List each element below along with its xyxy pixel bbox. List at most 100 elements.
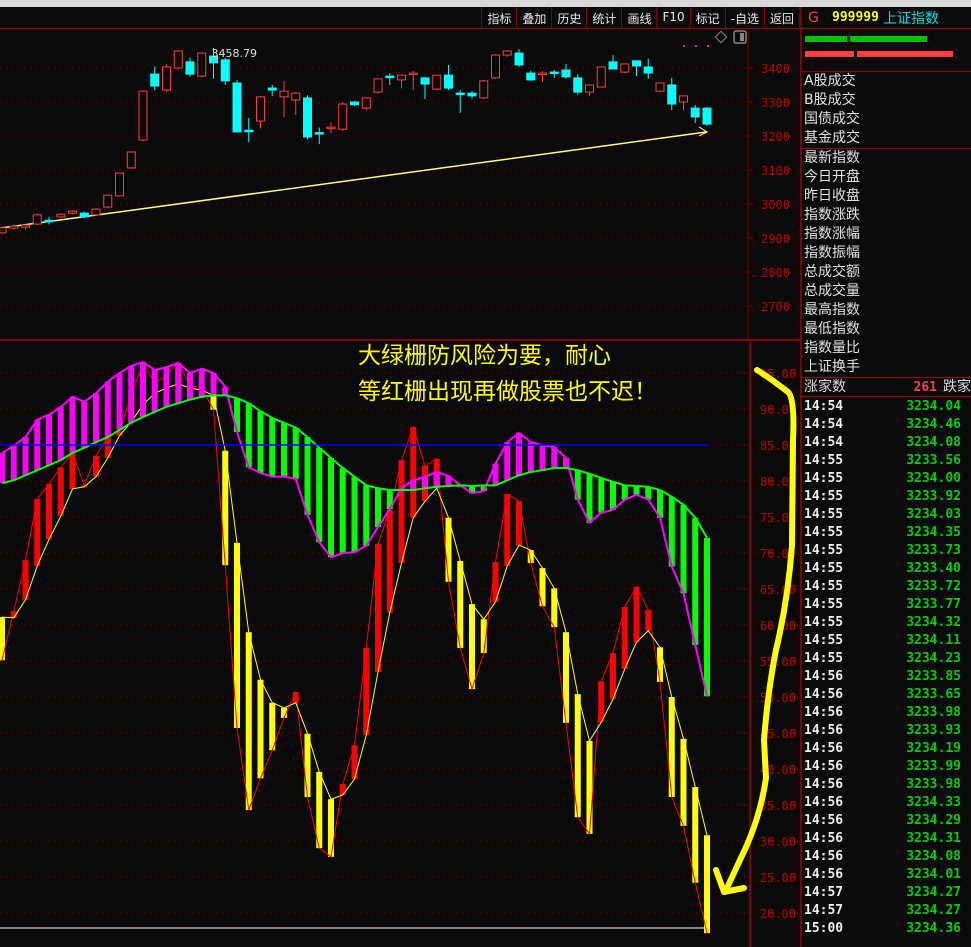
tick-time: 14:56 (804, 687, 844, 702)
kd-bar-red (57, 467, 64, 517)
band-bar-magenta (104, 381, 111, 438)
kd-bar-red (492, 562, 499, 602)
kd-bar-red (610, 653, 616, 700)
kd-bar-yellow (445, 517, 452, 582)
toolbar-tab[interactable]: 返回 (765, 7, 800, 28)
kd-bar-red (93, 455, 99, 477)
tick-price: 3234.01 (906, 867, 961, 882)
band-bar-magenta (69, 396, 76, 453)
indicator-tick-label: 70.00 (760, 547, 796, 561)
window-title-strip (0, 0, 971, 7)
band-bar-green (339, 468, 346, 553)
tick-price: 3234.00 (906, 471, 961, 486)
tick-row: 14:57 3234.27 (802, 884, 971, 902)
toolbar-tab[interactable]: F10 (657, 7, 691, 28)
candle (79, 211, 89, 219)
kd-bar-red (598, 681, 605, 723)
kd-bar-red (34, 499, 41, 566)
red-bar-2 (857, 51, 953, 57)
band-bar-green (386, 490, 393, 510)
toolbar-tab[interactable]: 统计 (587, 7, 623, 28)
band-bar-green (234, 398, 240, 433)
band-bar-green (363, 485, 370, 546)
band-bar-green (704, 537, 710, 697)
tick-price: 3233.85 (906, 669, 961, 684)
candle (0, 226, 7, 234)
kd-bar-yellow (704, 835, 710, 934)
tick-row: 14:55 3233.72 (802, 578, 971, 596)
candle-body (538, 72, 547, 76)
band-bar-magenta (187, 373, 193, 400)
tick-time: 14:56 (804, 777, 844, 792)
band-bar-green (692, 517, 699, 646)
red-bar-1 (805, 51, 854, 57)
candle-body (79, 212, 89, 218)
band-bar-magenta (210, 373, 217, 396)
indicator-tick-label: 45.00 (760, 727, 796, 741)
candle (455, 90, 465, 113)
candle-body (91, 208, 101, 216)
kd-bar-yellow (234, 542, 240, 728)
price-tick-label: 2800 (761, 266, 790, 280)
toolbar-tab[interactable]: 叠加 (517, 7, 553, 28)
band-bar-magenta (116, 373, 123, 430)
tick-price: 3234.32 (906, 615, 961, 630)
kd-bar-red (351, 745, 358, 780)
kd-bar-red (633, 586, 640, 643)
band-bar-magenta (551, 447, 558, 469)
band-bar-green (269, 418, 276, 477)
candle-body (444, 74, 453, 89)
kd-bar-red (69, 452, 76, 489)
tick-price: 3234.35 (906, 525, 961, 540)
indicator-tick-label: 30.00 (760, 835, 796, 849)
candle (209, 48, 218, 79)
stat-label: 指数振幅 (804, 245, 860, 261)
candle-body (526, 72, 536, 81)
tick-time: 14:56 (804, 741, 844, 756)
indicator-tick-label: 60.00 (760, 619, 796, 633)
candle-body (291, 92, 301, 101)
candle-body (585, 84, 594, 93)
toolbar-tab[interactable]: 画线 (622, 7, 658, 28)
tick-row: 14:55 3234.32 (802, 614, 971, 632)
candle-body (150, 73, 160, 87)
candle-body (162, 66, 171, 91)
candle-body (68, 210, 77, 214)
candle-body (103, 194, 113, 208)
candle-body (679, 95, 688, 103)
toolbar-tab[interactable]: 历史 (552, 7, 588, 28)
candle (679, 95, 688, 111)
band-bar-magenta (93, 393, 99, 443)
price-tick-label: 2900 (761, 232, 790, 246)
band-bar-green (598, 478, 605, 513)
trendline-arrow-icon (698, 126, 709, 137)
band-bar-green (281, 422, 287, 477)
band-bar-magenta (516, 432, 522, 476)
tick-price: 3234.27 (906, 903, 961, 918)
toolbar-tab[interactable]: -自选 (726, 7, 765, 28)
candle-body (420, 77, 430, 85)
candle (279, 80, 289, 118)
tick-price: 3234.03 (906, 507, 961, 522)
market-code: G (808, 9, 819, 26)
kd-bar-red (10, 611, 17, 618)
tick-price: 3233.73 (906, 543, 961, 558)
toolbar-tab[interactable]: 标记 (691, 7, 726, 28)
candle (690, 105, 700, 124)
tick-row: 14:55 3233.73 (802, 542, 971, 560)
candle (44, 216, 54, 225)
kd-bar-yellow (551, 588, 558, 628)
band-bar-magenta (151, 370, 158, 412)
candle (667, 77, 677, 111)
toolbar-tab[interactable]: 指标 (482, 7, 518, 28)
band-bar-green (328, 457, 334, 558)
tick-price: 3234.29 (906, 813, 961, 828)
kd-bar-yellow (457, 560, 464, 649)
tick-time: 14:57 (804, 885, 844, 900)
tick-row: 14:55 3233.56 (802, 452, 971, 470)
kd-bar-red (621, 607, 628, 669)
candle (267, 85, 277, 96)
tick-list[interactable]: 14:54 3234.04 14:54 3234.46 14:54 3234.08 14:5… (802, 397, 971, 938)
tick-price: 3233.40 (906, 561, 961, 576)
tick-time: 14:56 (804, 849, 844, 864)
